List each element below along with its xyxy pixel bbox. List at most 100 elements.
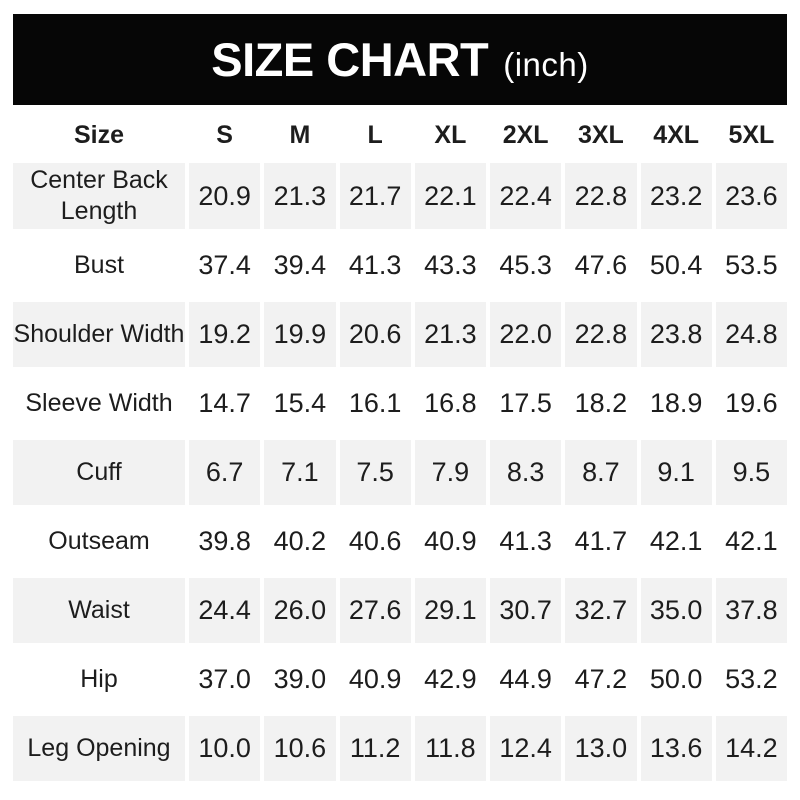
value-cell: 13.6 <box>640 716 712 781</box>
value-cell: 39.8 <box>198 526 251 556</box>
column-header-size: Size <box>73 120 125 149</box>
value-cell: 15.4 <box>273 388 327 418</box>
value-cell: 47.6 <box>574 250 628 280</box>
value-cell: 29.1 <box>414 578 486 643</box>
column-header-xl: XL <box>434 120 467 149</box>
table-row: Hip 37.0 39.0 40.9 42.9 44.9 47.2 50.0 53.2 <box>13 647 787 712</box>
value-cell: 40.6 <box>348 526 402 556</box>
row-label: Waist <box>13 578 185 643</box>
size-chart-banner: SIZE CHART (inch) <box>13 14 787 105</box>
row-label: Outseam <box>48 527 150 555</box>
value-cell: 27.6 <box>339 578 411 643</box>
value-cell: 50.4 <box>649 250 703 280</box>
value-cell: 12.4 <box>490 716 562 781</box>
value-cell: 22.8 <box>565 302 637 367</box>
row-label: Leg Opening <box>13 716 185 781</box>
row-label: Bust <box>73 251 125 279</box>
value-cell: 42.9 <box>424 664 477 694</box>
value-cell: 41.3 <box>348 250 402 280</box>
value-cell: 10.0 <box>189 716 261 781</box>
table-row: Leg Opening 10.0 10.6 11.2 11.8 12.4 13.0 13.6 1… <box>13 716 787 781</box>
value-cell: 22.1 <box>414 163 486 229</box>
value-cell: 41.3 <box>499 526 552 556</box>
row-label: Center Back Length <box>13 163 185 229</box>
value-cell: 19.6 <box>725 388 778 418</box>
table-row: Outseam 39.8 40.2 40.6 40.9 41.3 41.7 42.1 42.1 <box>13 509 787 574</box>
value-cell: 14.7 <box>198 388 251 418</box>
value-cell: 37.8 <box>715 578 787 643</box>
value-cell: 9.5 <box>715 440 787 505</box>
value-cell: 20.6 <box>339 302 411 367</box>
value-cell: 39.0 <box>273 664 327 694</box>
value-cell: 18.2 <box>574 388 628 418</box>
value-cell: 11.2 <box>339 716 411 781</box>
value-cell: 18.9 <box>649 388 703 418</box>
row-label: Hip <box>80 665 118 693</box>
table-row: Bust 37.4 39.4 41.3 43.3 45.3 47.6 50.4 53.5 <box>13 233 787 298</box>
row-label: Shoulder Width <box>13 302 185 367</box>
value-cell: 23.6 <box>715 163 787 229</box>
value-cell: 19.2 <box>189 302 261 367</box>
value-cell: 45.3 <box>499 250 552 280</box>
value-cell: 26.0 <box>264 578 336 643</box>
column-header-4xl: 4XL <box>653 120 700 149</box>
value-cell: 39.4 <box>273 250 327 280</box>
value-cell: 53.5 <box>725 250 778 280</box>
value-cell: 6.7 <box>189 440 261 505</box>
unit-label: (inch) <box>503 46 589 83</box>
table-row: Sleeve Width 14.7 15.4 16.1 16.8 17.5 18.2 18.9… <box>13 371 787 436</box>
value-cell: 9.1 <box>640 440 712 505</box>
table-row: Center Back Length 20.9 21.3 21.7 22.1 22.4 22… <box>13 163 787 229</box>
value-cell: 20.9 <box>189 163 261 229</box>
value-cell: 7.1 <box>264 440 336 505</box>
value-cell: 53.2 <box>725 664 778 694</box>
value-cell: 19.9 <box>264 302 336 367</box>
value-cell: 8.3 <box>490 440 562 505</box>
value-cell: 40.9 <box>348 664 402 694</box>
value-cell: 40.2 <box>273 526 327 556</box>
column-header-m: M <box>289 120 311 149</box>
table-row: Waist 24.4 26.0 27.6 29.1 30.7 32.7 35.0 37.8 <box>13 578 787 643</box>
row-label: Cuff <box>13 440 185 505</box>
value-cell: 42.1 <box>649 526 703 556</box>
row-label: Sleeve Width <box>25 389 173 417</box>
value-cell: 22.0 <box>490 302 562 367</box>
size-table-body: Center Back Length 20.9 21.3 21.7 22.1 22.4 22… <box>13 163 787 781</box>
column-header-5xl: 5XL <box>728 120 775 149</box>
value-cell: 22.4 <box>490 163 562 229</box>
value-cell: 24.8 <box>715 302 787 367</box>
value-cell: 7.9 <box>414 440 486 505</box>
size-table-header-row: Size S M L XL 2XL 3XL 4XL 5XL <box>13 111 787 159</box>
value-cell: 37.4 <box>198 250 251 280</box>
value-cell: 37.0 <box>198 664 251 694</box>
value-cell: 21.3 <box>414 302 486 367</box>
value-cell: 7.5 <box>339 440 411 505</box>
value-cell: 23.8 <box>640 302 712 367</box>
value-cell: 14.2 <box>715 716 787 781</box>
value-cell: 16.8 <box>424 388 477 418</box>
column-header-2xl: 2XL <box>502 120 549 149</box>
value-cell: 30.7 <box>490 578 562 643</box>
value-cell: 17.5 <box>499 388 552 418</box>
table-row: Shoulder Width 19.2 19.9 20.6 21.3 22.0 22.8 23… <box>13 302 787 367</box>
size-table: Size S M L XL 2XL 3XL 4XL 5XL Center Back Length… <box>13 111 787 781</box>
table-row: Cuff 6.7 7.1 7.5 7.9 8.3 8.7 9.1 9.5 <box>13 440 787 505</box>
value-cell: 13.0 <box>565 716 637 781</box>
value-cell: 22.8 <box>565 163 637 229</box>
value-cell: 8.7 <box>565 440 637 505</box>
value-cell: 24.4 <box>189 578 261 643</box>
column-header-3xl: 3XL <box>577 120 624 149</box>
value-cell: 43.3 <box>424 250 477 280</box>
value-cell: 32.7 <box>565 578 637 643</box>
value-cell: 21.3 <box>264 163 336 229</box>
value-cell: 47.2 <box>574 664 628 694</box>
column-header-l: L <box>367 120 383 149</box>
value-cell: 35.0 <box>640 578 712 643</box>
value-cell: 16.1 <box>348 388 402 418</box>
value-cell: 21.7 <box>339 163 411 229</box>
value-cell: 42.1 <box>725 526 778 556</box>
column-header-s: S <box>216 120 233 149</box>
value-cell: 50.0 <box>649 664 703 694</box>
value-cell: 11.8 <box>414 716 486 781</box>
